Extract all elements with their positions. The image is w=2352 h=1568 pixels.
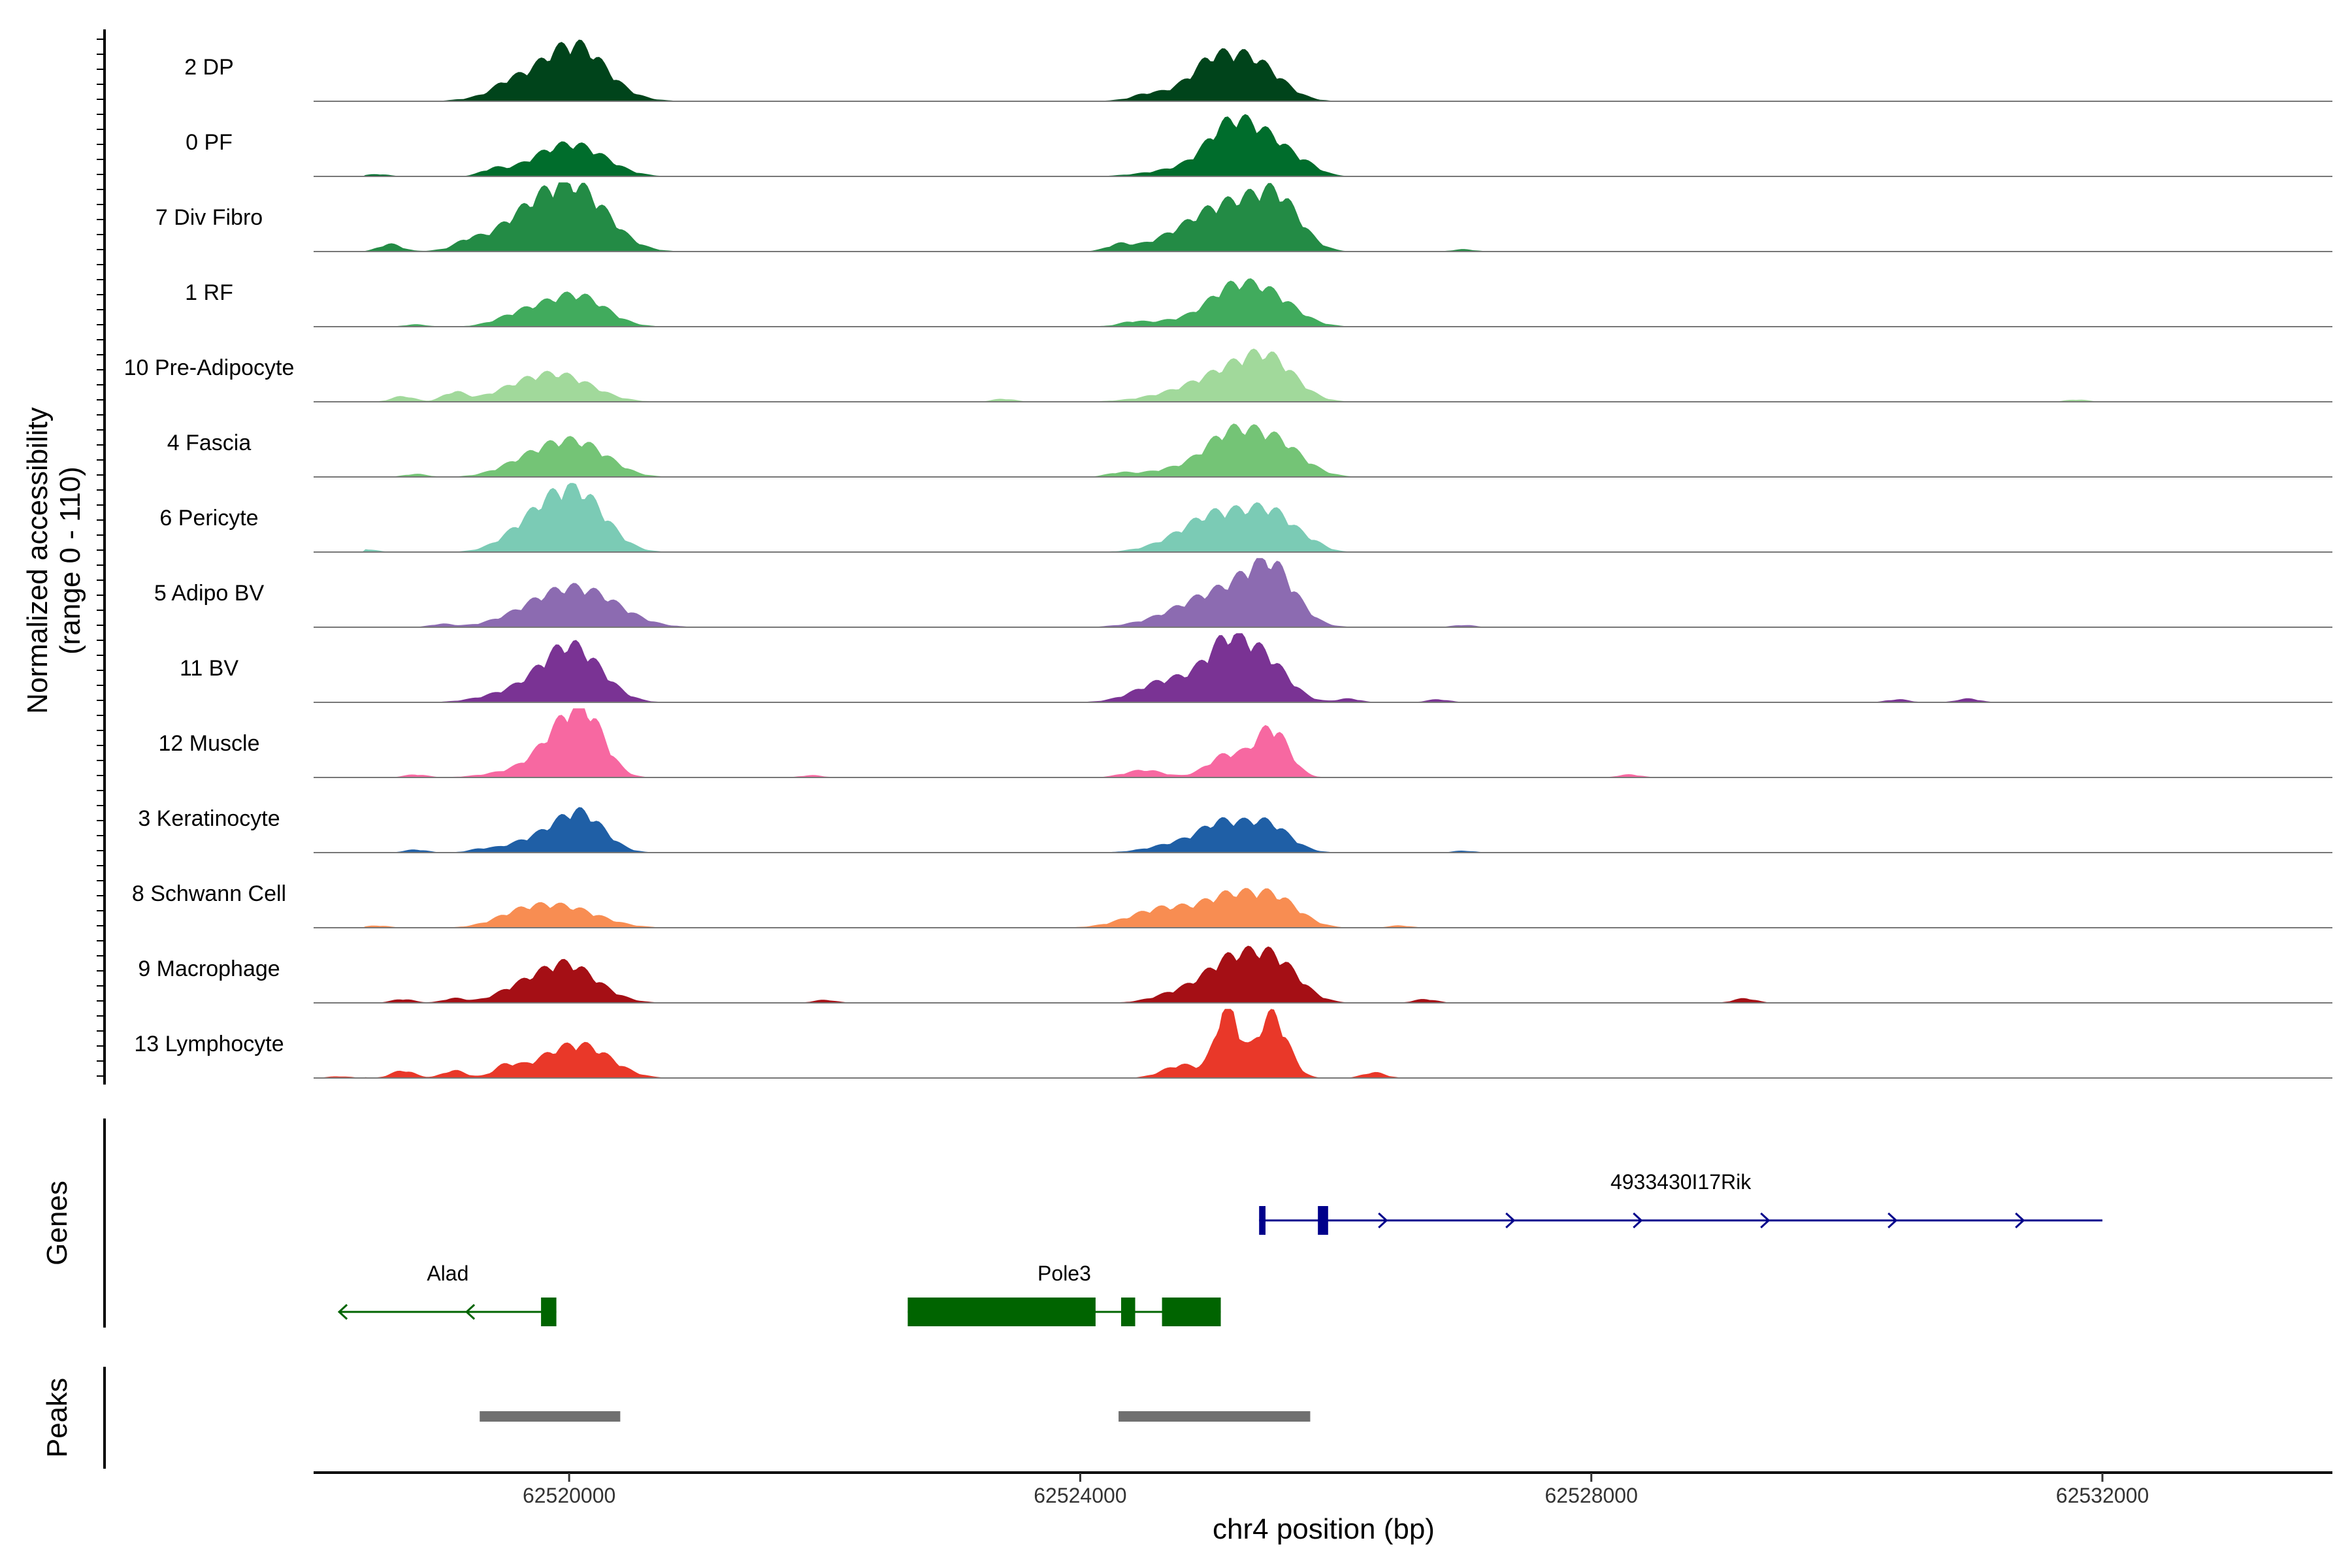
coverage-area xyxy=(314,278,2332,327)
gene-label: Pole3 xyxy=(1037,1262,1091,1285)
track-8-schwann-cell: 8 Schwann Cell xyxy=(132,881,2332,928)
track-label: 8 Schwann Cell xyxy=(132,881,286,906)
coverage-area xyxy=(314,114,2332,176)
peak-region xyxy=(1119,1411,1311,1422)
track-label: 2 DP xyxy=(184,55,234,80)
coverage-tracks: 2 DP 0 PF 7 Div Fibro 1 RF 10 Pre-Adipocyte 4… xyxy=(124,39,2332,1079)
track-label: 13 Lymphocyte xyxy=(134,1032,284,1056)
strand-arrow xyxy=(337,1303,348,1320)
coverage-area xyxy=(314,633,2332,702)
track-label: 11 BV xyxy=(180,656,238,681)
coverage-area xyxy=(314,1009,2332,1078)
exon xyxy=(1121,1298,1135,1326)
coverage-area xyxy=(314,423,2332,477)
track-label: 5 Adipo BV xyxy=(154,581,265,606)
exon xyxy=(1162,1298,1221,1326)
coverage-area xyxy=(314,807,2332,853)
track-13-lymphocyte: 13 Lymphocyte xyxy=(134,1009,2332,1079)
gene-pole3: Pole3 xyxy=(907,1262,1221,1326)
track-label: 6 Pericyte xyxy=(159,506,258,531)
genes-track-label: Genes xyxy=(41,1181,73,1266)
track-label: 0 PF xyxy=(186,130,233,155)
track-3-keratinocyte: 3 Keratinocyte xyxy=(138,806,2332,853)
coverage-area xyxy=(314,558,2332,627)
track-label: 3 Keratinocyte xyxy=(138,806,280,831)
track-7-div-fibro: 7 Div Fibro xyxy=(155,182,2332,252)
track-11-bv: 11 BV xyxy=(180,633,2332,703)
track-label: 10 Pre-Adipocyte xyxy=(124,355,295,380)
strand-arrow xyxy=(1633,1212,1643,1229)
track-2-dp: 2 DP xyxy=(184,39,2332,102)
coverage-area xyxy=(314,945,2332,1003)
track-1-rf: 1 RF xyxy=(185,278,2332,327)
track-6-pericyte: 6 Pericyte xyxy=(159,483,2332,553)
exon xyxy=(1259,1206,1266,1235)
gene-label: 4933430I17Rik xyxy=(1610,1170,1752,1194)
x-tick-label: 62520000 xyxy=(523,1484,615,1507)
gene-label: Alad xyxy=(427,1262,468,1285)
track-label: 4 Fascia xyxy=(167,431,252,455)
track-label: 7 Div Fibro xyxy=(155,205,263,230)
track-4-fascia: 4 Fascia xyxy=(167,423,2332,478)
strand-arrow xyxy=(1760,1212,1771,1229)
coverage-area xyxy=(314,39,2332,101)
x-axis: 62520000 62524000 62528000 62532000 xyxy=(314,1471,2332,1507)
x-axis-title: chr4 position (bp) xyxy=(1213,1513,1435,1545)
strand-arrow xyxy=(1378,1212,1388,1229)
coverage-area xyxy=(314,182,2332,252)
track-label: 12 Muscle xyxy=(159,731,260,756)
coverage-area xyxy=(314,888,2332,928)
coverage-area xyxy=(314,348,2332,402)
peak-region xyxy=(480,1411,621,1422)
strand-arrow xyxy=(1887,1212,1898,1229)
x-tick-label: 62532000 xyxy=(2056,1484,2149,1507)
peaks-track xyxy=(480,1411,1311,1422)
peaks-track-label: Peaks xyxy=(41,1378,73,1458)
track-label: 9 Macrophage xyxy=(138,956,280,981)
track-10-pre-adipocyte: 10 Pre-Adipocyte xyxy=(124,348,2332,402)
strand-arrow xyxy=(2015,1212,2025,1229)
y-axis-title-line2: (range 0 - 110) xyxy=(54,466,86,655)
gene-alad: Alad xyxy=(337,1262,557,1326)
track-12-muscle: 12 Muscle xyxy=(159,708,2332,778)
x-tick-label: 62528000 xyxy=(1545,1484,1638,1507)
strand-arrow xyxy=(465,1303,476,1320)
y-axis xyxy=(97,29,106,1085)
x-tick-label: 62524000 xyxy=(1034,1484,1126,1507)
y-axis-title-line1: Normalized accessibility xyxy=(22,407,54,713)
exon xyxy=(541,1298,557,1326)
gene-4933430i17rik: 4933430I17Rik xyxy=(1259,1170,2102,1235)
track-label: 1 RF xyxy=(185,280,233,305)
track-0-pf: 0 PF xyxy=(186,114,2332,177)
coverage-area xyxy=(314,708,2332,777)
strand-arrow xyxy=(1505,1212,1516,1229)
coverage-area xyxy=(314,483,2332,552)
track-9-macrophage: 9 Macrophage xyxy=(138,945,2332,1004)
genes-track: 4933430I17Rik Alad Pole3 xyxy=(337,1170,2102,1326)
track-5-adipo-bv: 5 Adipo BV xyxy=(154,558,2332,628)
exon xyxy=(1318,1206,1328,1235)
exon xyxy=(907,1298,1096,1326)
